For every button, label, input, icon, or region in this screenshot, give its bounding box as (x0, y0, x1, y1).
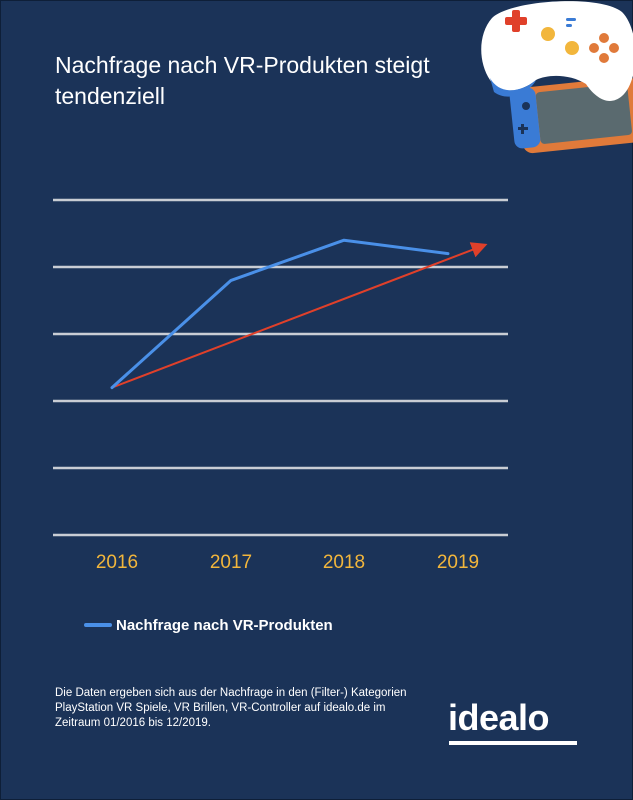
series-line (110, 238, 450, 390)
idealo-logo: idealo (448, 697, 550, 738)
game-controller-illustration (481, 1, 633, 154)
chart-series (110, 238, 488, 390)
gamepad-icon (481, 1, 633, 101)
legend-swatch (84, 623, 112, 627)
trend-arrow (111, 242, 488, 389)
logo-underline (449, 741, 577, 745)
x-tick-label: 2019 (437, 552, 479, 573)
x-tick-label: 2016 (96, 552, 138, 573)
chart-grid (53, 198, 508, 537)
line-chart: 2016 2017 2018 2019 (53, 198, 508, 573)
source-footnote: Die Daten ergeben sich aus der Nachfrage… (55, 687, 407, 729)
x-tick-label: 2017 (210, 552, 252, 573)
x-axis-ticks: 2016 2017 2018 2019 (96, 552, 479, 573)
chart-legend: Nachfrage nach VR-Produkten (84, 612, 333, 638)
chart-title: Nachfrage nach VR-Produkten steigt tende… (55, 52, 430, 109)
x-tick-label: 2018 (323, 552, 365, 573)
legend-label: Nachfrage nach VR-Produkten (116, 616, 333, 634)
